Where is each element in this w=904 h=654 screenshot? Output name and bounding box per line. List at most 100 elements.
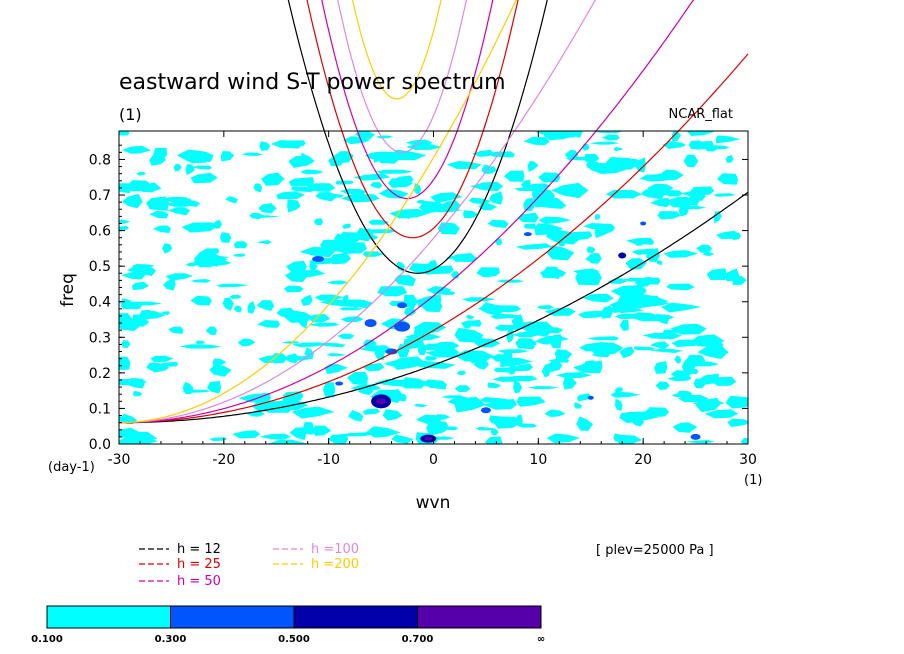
colorbar: 0.100 0.300 0.500 0.700 ∞: [31, 605, 545, 645]
power-contour: [692, 361, 719, 367]
power-contour: [446, 161, 482, 169]
power-contour: [672, 422, 698, 433]
power-contour: [544, 410, 566, 417]
power-contour: [465, 314, 475, 320]
power-contour: [401, 377, 428, 389]
power-contour: [490, 313, 524, 319]
power-contour: [515, 338, 537, 350]
power-contour: [461, 297, 496, 302]
power-contour: [653, 173, 674, 180]
power-contour: [454, 385, 471, 393]
power-contour: [454, 350, 494, 362]
power-contour: [304, 183, 336, 192]
power-contour: [328, 155, 345, 167]
power-contour: [285, 260, 307, 274]
power-contour: [184, 152, 213, 164]
power-contour: [513, 380, 523, 394]
power-contour-strong: [587, 395, 594, 400]
power-contour: [541, 363, 551, 378]
power-contour: [527, 386, 560, 390]
power-contour: [619, 346, 635, 359]
power-contour: [671, 393, 694, 398]
power-contour: [582, 360, 597, 372]
power-contour: [403, 338, 425, 350]
power-contour-strong: [424, 436, 433, 441]
power-contour: [613, 147, 624, 152]
y-tick-label: 0.3: [89, 330, 111, 346]
y-tick-label: 0.8: [89, 152, 111, 168]
power-contour: [181, 389, 211, 393]
power-contour: [283, 285, 304, 293]
power-contour: [281, 341, 300, 344]
power-contour: [688, 140, 705, 150]
y-tick-label: 0.7: [89, 188, 111, 204]
power-contour: [314, 247, 337, 255]
power-contour: [656, 260, 663, 265]
dispersion-curve-ig: [321, 0, 494, 200]
power-contour: [523, 136, 550, 146]
power-contour: [339, 307, 365, 311]
power-contour: [191, 165, 213, 170]
power-contour: [185, 262, 198, 267]
power-contour: [153, 225, 172, 234]
power-contour: [633, 250, 646, 255]
power-contour: [335, 180, 354, 185]
power-contour: [706, 268, 727, 280]
power-contour: [163, 277, 176, 291]
power-contour: [120, 302, 142, 310]
power-contour: [190, 295, 212, 306]
power-contour: [374, 379, 411, 387]
power-contour: [258, 203, 277, 214]
power-contour: [489, 191, 503, 205]
power-contour: [655, 381, 670, 390]
power-contour: [516, 396, 546, 407]
legend-label: h = 25: [177, 557, 221, 572]
power-contour: [575, 270, 602, 286]
chart-subtitle: (1): [119, 105, 142, 124]
power-contour: [414, 403, 428, 408]
power-contour: [338, 432, 371, 437]
power-contour: [515, 243, 553, 250]
power-contour: [426, 286, 452, 294]
power-contour: [289, 427, 307, 441]
power-contour: [121, 298, 132, 304]
y-tick-label: 0.5: [89, 259, 111, 275]
power-contour: [632, 312, 658, 319]
power-contour: [695, 397, 720, 413]
power-contour: [153, 147, 168, 162]
power-contour: [642, 332, 683, 340]
power-contour: [657, 211, 682, 220]
power-contour: [416, 199, 425, 204]
power-contour: [582, 293, 614, 303]
power-contour: [585, 253, 602, 264]
power-contour: [503, 170, 525, 182]
colorbar-label: 0.700: [402, 634, 434, 645]
axis-ticks: [118, 131, 749, 445]
colorbar-segment: [293, 605, 418, 629]
power-contour: [478, 202, 498, 211]
x-tick-label: -10: [317, 452, 340, 468]
power-contour: [119, 219, 131, 225]
power-contour-strong: [618, 252, 627, 259]
power-contour: [160, 196, 192, 203]
dispersion-curve-ig: [306, 0, 519, 239]
power-contour: [354, 131, 375, 140]
power-contour: [576, 393, 592, 402]
power-contour: [665, 196, 693, 208]
power-contour: [619, 320, 629, 331]
power-contour: [291, 342, 326, 348]
colorbar-segment: [417, 605, 542, 629]
power-contour: [401, 210, 410, 220]
power-contour: [167, 207, 191, 216]
power-contour: [125, 378, 145, 389]
power-contour: [487, 219, 509, 228]
x-tick-label: 30: [739, 452, 757, 468]
power-contour: [487, 382, 502, 388]
colorbar-segment: [170, 605, 295, 629]
power-contour-strong: [312, 256, 325, 263]
power-contour: [658, 314, 669, 325]
power-contour: [650, 348, 683, 353]
legend-label: h =200: [311, 557, 359, 572]
power-contour: [339, 188, 367, 195]
